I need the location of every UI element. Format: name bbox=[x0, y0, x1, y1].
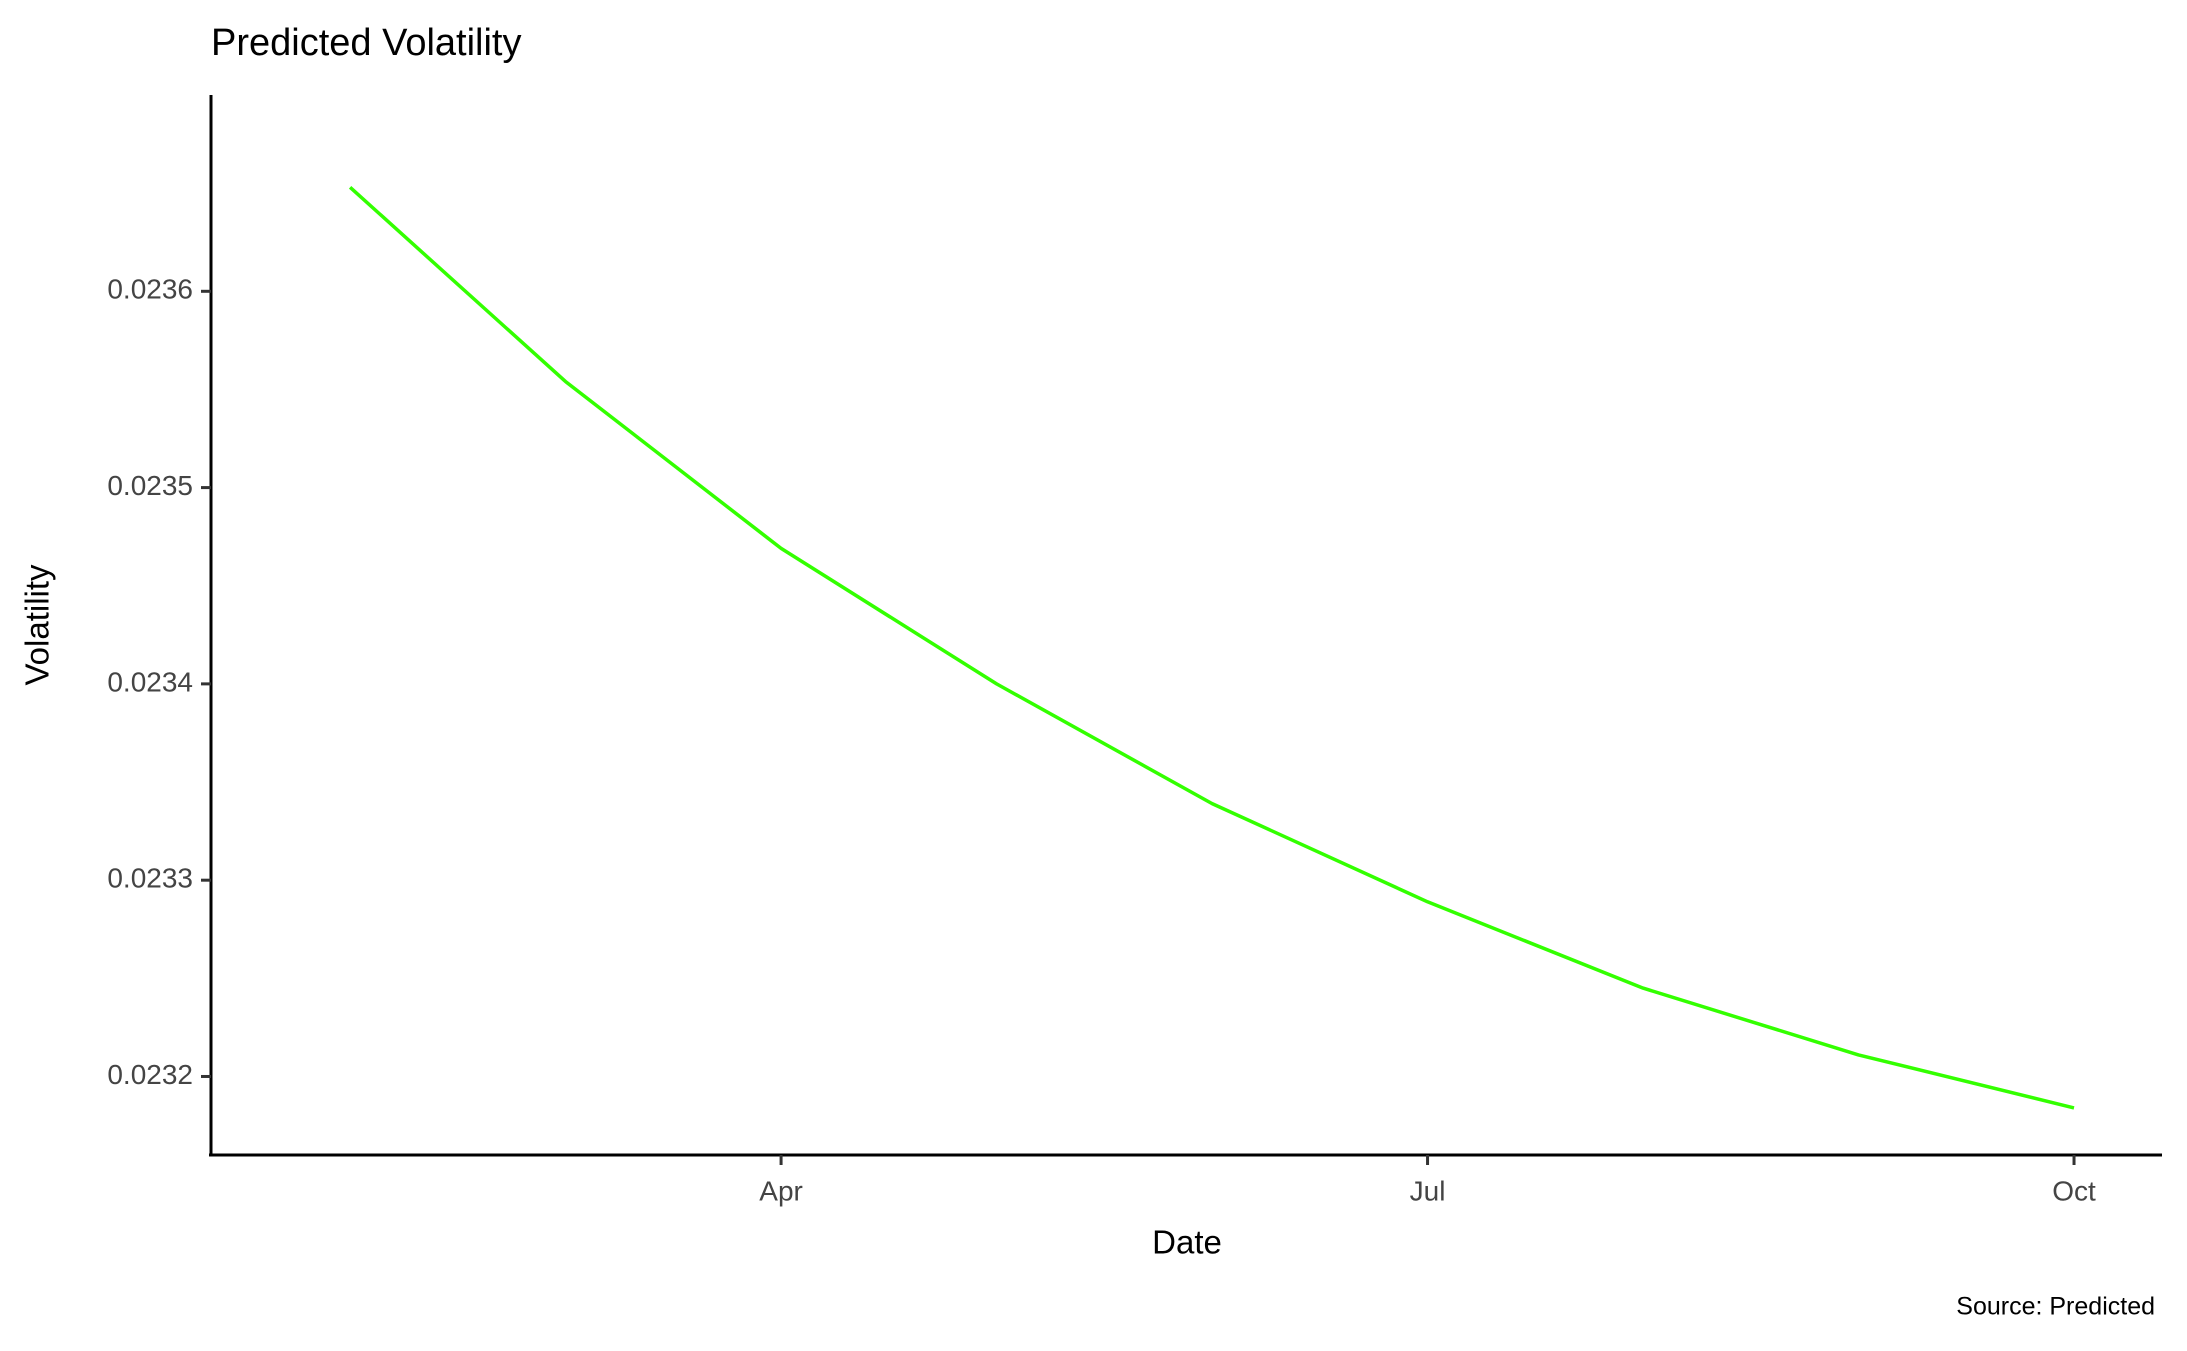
x-tick-label: Apr bbox=[759, 1175, 803, 1206]
x-tick-label: Oct bbox=[2052, 1175, 2096, 1206]
y-axis-title: Volatility bbox=[19, 564, 56, 686]
y-tick-label: 0.0233 bbox=[107, 863, 193, 894]
x-tick-label: Jul bbox=[1410, 1175, 1446, 1206]
y-tick-label: 0.0235 bbox=[107, 470, 193, 501]
caption: Source: Predicted bbox=[1956, 1293, 2155, 1321]
chart-title: Predicted Volatility bbox=[211, 22, 522, 64]
data-line bbox=[348, 186, 2075, 1110]
x-axis-title: Date bbox=[1152, 1224, 1222, 1261]
y-tick-label: 0.0234 bbox=[107, 666, 193, 697]
y-tick-label: 0.0232 bbox=[107, 1059, 193, 1090]
y-tick-label: 0.0236 bbox=[107, 274, 193, 305]
